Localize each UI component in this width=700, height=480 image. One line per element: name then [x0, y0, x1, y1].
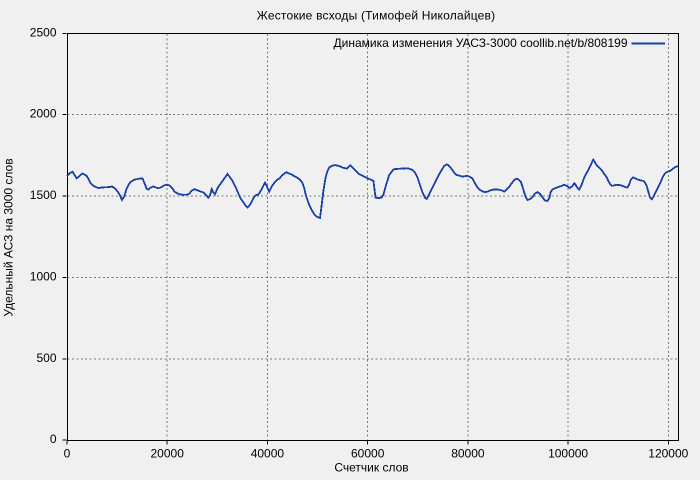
svg-text:1000: 1000	[30, 269, 57, 283]
svg-text:Удельный АСЗ на 3000 слов: Удельный АСЗ на 3000 слов	[2, 158, 16, 316]
svg-text:2000: 2000	[30, 107, 57, 121]
svg-text:20000: 20000	[151, 447, 185, 461]
svg-text:Динамика изменения УАСЗ-3000 c: Динамика изменения УАСЗ-3000 coollib.net…	[334, 36, 628, 50]
svg-text:100000: 100000	[548, 447, 588, 461]
svg-text:0: 0	[64, 447, 71, 461]
svg-text:0: 0	[50, 432, 57, 446]
svg-text:Счетчик слов: Счетчик слов	[334, 461, 408, 475]
svg-text:120000: 120000	[648, 447, 688, 461]
svg-text:80000: 80000	[451, 447, 485, 461]
svg-text:1500: 1500	[30, 188, 57, 202]
svg-text:40000: 40000	[251, 447, 285, 461]
svg-text:60000: 60000	[351, 447, 385, 461]
svg-text:500: 500	[36, 351, 56, 365]
svg-text:Жестокие всходы (Тимофей Никол: Жестокие всходы (Тимофей Николайцев)	[257, 9, 496, 23]
svg-text:2500: 2500	[30, 26, 57, 40]
